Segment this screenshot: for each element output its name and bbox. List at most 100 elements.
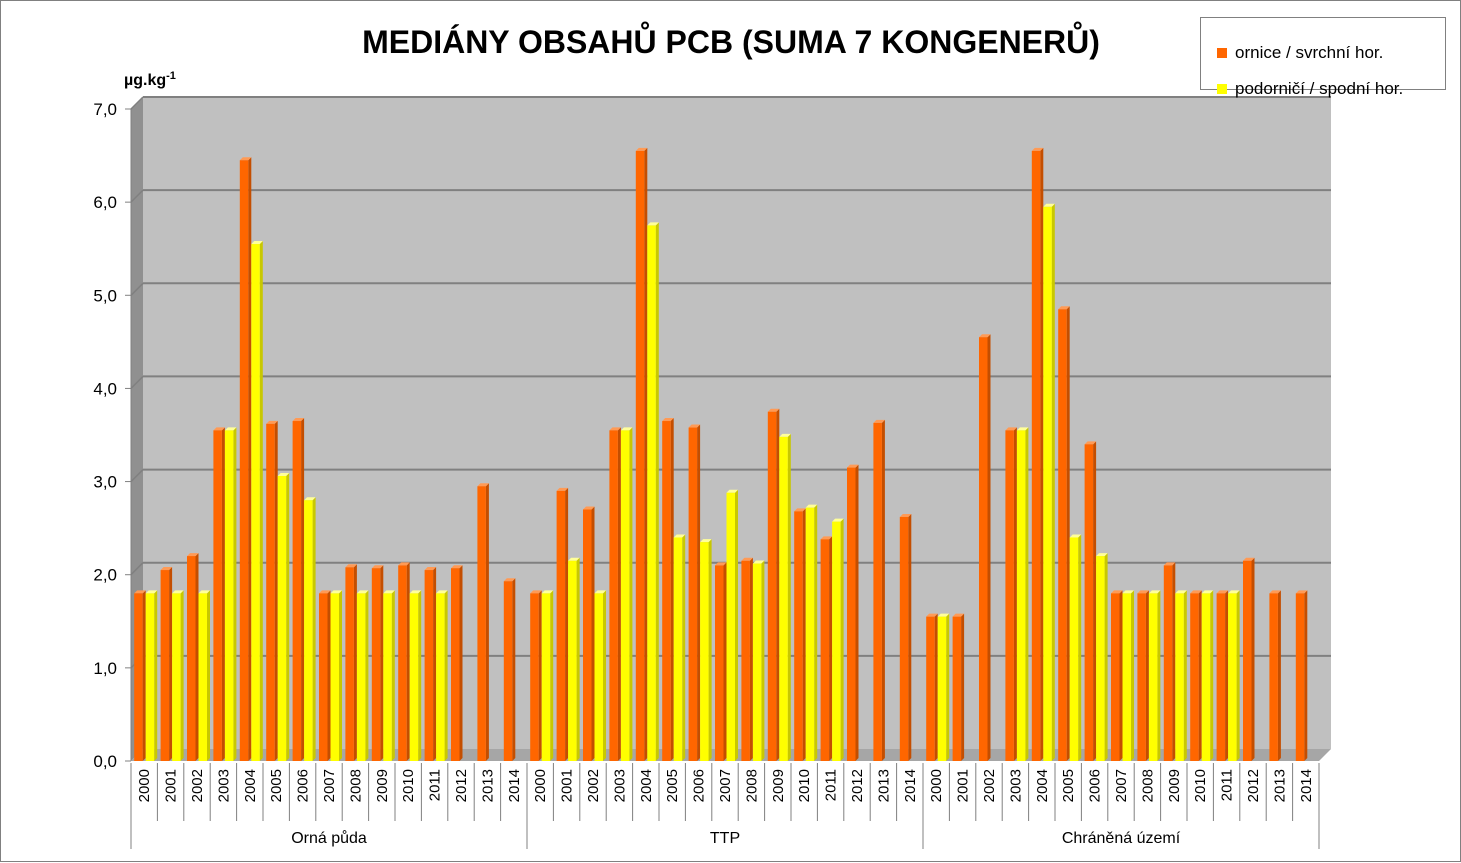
bar-series2-1-2002 bbox=[594, 590, 606, 761]
bar-series1-0-2008 bbox=[345, 564, 357, 761]
bar-series2-0-2009 bbox=[383, 590, 395, 761]
bar-series1-1-2004 bbox=[635, 147, 648, 761]
x-tick-label: 2005 bbox=[664, 769, 681, 802]
x-tick-label: 2009 bbox=[374, 769, 391, 802]
gridline-side bbox=[130, 562, 144, 576]
bar-series1-2-2012 bbox=[1243, 557, 1255, 761]
bar-series1-0-2000 bbox=[134, 590, 146, 761]
bar-series2-1-2001 bbox=[568, 557, 580, 761]
bar-series1-2-2014 bbox=[1295, 590, 1308, 761]
bar-series1-1-2012 bbox=[847, 464, 859, 761]
bar-series2-1-2006 bbox=[700, 539, 712, 761]
x-tick-label: 2001 bbox=[559, 769, 576, 802]
x-tick-label: 2014 bbox=[902, 769, 919, 802]
bar-series2-2-2004 bbox=[1043, 203, 1055, 762]
x-tick-label: 2002 bbox=[585, 769, 602, 802]
x-tick-label: 2008 bbox=[347, 769, 364, 802]
x-tick-label: 2004 bbox=[242, 769, 259, 802]
bar-series1-2-2009 bbox=[1163, 562, 1176, 761]
x-tick-label: 2008 bbox=[1139, 769, 1156, 802]
bar-series2-1-2011 bbox=[832, 518, 844, 761]
legend-item-series-2: podorničí / spodní hor. bbox=[1217, 79, 1403, 99]
bar-series1-1-2001 bbox=[556, 487, 569, 761]
y-axis-label: µg.kg-1 bbox=[124, 70, 176, 89]
bar-series2-1-2010 bbox=[805, 504, 818, 761]
bar-series1-1-2002 bbox=[583, 506, 595, 761]
x-tick-label: 2000 bbox=[928, 769, 945, 802]
bar-series2-0-2004 bbox=[251, 241, 263, 762]
x-tick-label: 2005 bbox=[268, 769, 285, 802]
bar-series2-2-2009 bbox=[1175, 590, 1187, 761]
y-tick-label: 1,0 bbox=[93, 659, 117, 678]
x-tick-label: 2003 bbox=[611, 769, 628, 802]
bar-series2-0-2003 bbox=[224, 427, 237, 761]
x-tick-label: 2002 bbox=[189, 769, 206, 802]
bar-series1-2-2008 bbox=[1137, 590, 1149, 761]
bar-series1-1-2006 bbox=[688, 424, 701, 761]
x-group-label: Chráněná území bbox=[1062, 830, 1181, 847]
bar-series2-2-2008 bbox=[1148, 590, 1161, 761]
x-tick-label: 2006 bbox=[295, 769, 312, 802]
bar-series1-1-2014 bbox=[899, 513, 912, 761]
y-tick-label: 7,0 bbox=[93, 100, 117, 119]
bar-series1-0-2003 bbox=[213, 427, 225, 761]
bar-series2-1-2009 bbox=[779, 433, 791, 761]
bar-series2-2-2006 bbox=[1096, 553, 1108, 761]
bar-series1-1-2000 bbox=[530, 590, 542, 761]
bar-series1-0-2005 bbox=[266, 420, 278, 761]
bar-series1-1-2013 bbox=[873, 419, 885, 761]
bar-series1-0-2009 bbox=[371, 565, 384, 761]
bar-series1-2-2013 bbox=[1269, 590, 1281, 761]
bar-series2-2-2005 bbox=[1069, 534, 1082, 761]
bar-series2-0-2010 bbox=[409, 590, 422, 761]
x-tick-label: 2001 bbox=[955, 769, 972, 802]
x-tick-label: 2000 bbox=[136, 769, 153, 802]
bar-series1-2-2011 bbox=[1216, 590, 1229, 761]
x-tick-label: 2006 bbox=[1087, 769, 1104, 802]
bar-series1-0-2006 bbox=[292, 418, 305, 761]
bar-series2-2-2007 bbox=[1122, 590, 1134, 761]
bar-series1-0-2013 bbox=[477, 483, 489, 761]
x-tick-label: 2007 bbox=[717, 769, 734, 802]
x-tick-label: 2013 bbox=[479, 769, 496, 802]
bar-series2-0-2008 bbox=[356, 590, 369, 761]
bar-series2-0-2001 bbox=[172, 590, 184, 761]
y-tick-label: 3,0 bbox=[93, 473, 117, 492]
bar-series1-0-2012 bbox=[451, 565, 463, 761]
x-group-label: TTP bbox=[710, 830, 740, 847]
legend-label-series-1: ornice / svrchní hor. bbox=[1235, 43, 1384, 62]
x-tick-label: 2012 bbox=[1245, 769, 1262, 802]
x-tick-label: 2012 bbox=[849, 769, 866, 802]
bar-series1-1-2003 bbox=[609, 427, 621, 761]
bar-series1-0-2007 bbox=[319, 590, 331, 761]
bar-series1-2-2005 bbox=[1058, 306, 1070, 761]
bar-series2-0-2006 bbox=[304, 497, 316, 761]
x-tick-label: 2010 bbox=[796, 769, 813, 802]
bar-series2-2-2003 bbox=[1016, 427, 1029, 761]
x-tick-label: 2003 bbox=[1007, 769, 1024, 802]
gridline-side bbox=[130, 189, 144, 203]
bar-series1-1-2005 bbox=[662, 418, 674, 761]
bar-series1-2-2010 bbox=[1190, 590, 1202, 761]
y-tick-label: 6,0 bbox=[93, 193, 117, 212]
x-group-label: Orná půda bbox=[291, 829, 367, 847]
bar-series2-0-2000 bbox=[145, 590, 158, 761]
x-tick-label: 2011 bbox=[1219, 769, 1236, 801]
bar-series2-2-2011 bbox=[1228, 590, 1240, 761]
x-tick-label: 2004 bbox=[1034, 769, 1051, 802]
bar-series1-2-2002 bbox=[979, 334, 991, 761]
y-tick-label: 5,0 bbox=[93, 286, 117, 305]
bar-series1-1-2010 bbox=[794, 508, 806, 761]
bar-series1-0-2004 bbox=[239, 157, 252, 761]
x-tick-label: 2011 bbox=[823, 769, 840, 801]
x-tick-label: 2006 bbox=[691, 769, 708, 802]
bar-series2-0-2002 bbox=[198, 590, 210, 761]
bar-series1-1-2009 bbox=[767, 408, 780, 761]
bar-series2-1-2004 bbox=[647, 222, 659, 761]
bar-series1-2-2006 bbox=[1084, 441, 1097, 761]
bar-series1-0-2014 bbox=[503, 578, 516, 761]
x-tick-label: 2013 bbox=[1271, 769, 1288, 802]
x-tick-label: 2011 bbox=[427, 769, 444, 801]
x-tick-label: 2009 bbox=[770, 769, 787, 802]
